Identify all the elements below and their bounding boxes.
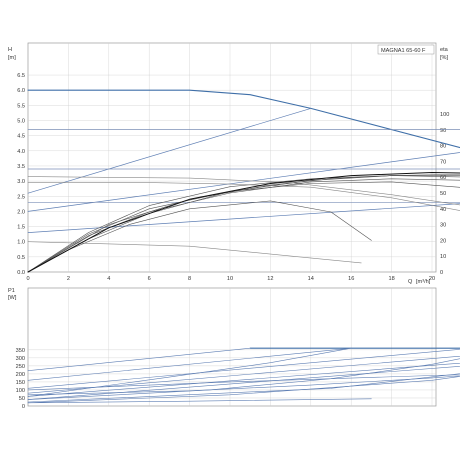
top-ytick-label: 3.0 [17,179,25,185]
title-box [377,44,435,55]
bottom-series-line [27,347,352,381]
bottom-series-line [27,374,460,391]
bottom-series-line [27,376,460,404]
x-axis-unit: [m³/h] [416,279,431,285]
bottom-series-line [27,365,460,400]
top-ytick-label: 5.0 [17,119,25,125]
eta-tick-label: 60 [440,175,446,181]
top-yunit: [m] [8,55,16,61]
bottom-ytick-label: 0 [22,404,25,410]
bottom-series-line [27,375,460,396]
top-xtick-label: 12 [267,276,273,282]
eta-label: eta [440,47,449,53]
top-ytick-label: 0.0 [17,270,25,276]
top-series-line [27,172,460,273]
top-series-line [27,175,460,273]
eta-tick-label: 30 [440,223,446,229]
bottom-ytick-label: 150 [16,380,25,386]
bottom-ytick-label: 100 [16,388,25,394]
top-series-line [27,203,460,233]
top-ytick-label: 5.5 [17,103,25,109]
top-xtick-label: 0 [26,276,29,282]
bottom-series-line [27,347,251,372]
top-xtick-label: 2 [67,276,70,282]
top-ytick-label: 4.0 [17,149,25,155]
eta-tick-label: 50 [440,191,446,197]
eta-tick-label: 40 [440,207,446,213]
bottom-series-line [27,349,460,389]
top-ytick-label: 2.0 [17,209,25,215]
bottom-yunit: [W] [8,295,17,301]
bottom-ytick-label: 200 [16,372,25,378]
eta-tick-label: 80 [440,144,446,150]
bottom-series-line [27,347,352,397]
top-series-line [27,89,460,149]
top-ylabel: H [8,47,12,53]
eta-tick-label: 70 [440,159,446,165]
bottom-ytick-label: 350 [16,348,25,354]
bottom-plot-frame [27,287,437,407]
eta-unit: [%] [440,55,449,61]
top-ytick-label: 1.5 [17,225,25,231]
top-xtick-label: 4 [107,276,110,282]
bottom-series-line [27,398,372,404]
top-ytick-label: 6.0 [17,88,25,94]
top-ytick-label: 3.5 [17,164,25,170]
top-xtick-label: 6 [148,276,151,282]
top-ytick-label: 2.5 [17,194,25,200]
bottom-series-line [27,355,460,394]
chart-title: MAGNA1 65-60 F [381,48,426,54]
top-xtick-label: 20 [429,276,435,282]
top-series-line [27,176,460,206]
top-ytick-label: 0.5 [17,255,25,261]
top-series-line [27,175,460,273]
eta-tick-label: 100 [440,112,449,118]
top-ytick-label: 1.0 [17,240,25,246]
bottom-ytick-label: 300 [16,356,25,362]
eta-tick-label: 10 [440,254,446,260]
top-ytick-label: 6.5 [17,73,25,79]
top-xtick-label: 8 [188,276,191,282]
top-series-line [27,182,460,211]
top-series-line [27,178,460,273]
top-ytick-label: 4.5 [17,134,25,140]
eta-tick-label: 20 [440,238,446,244]
top-plot-frame [27,42,437,273]
x-axis-label: Q [408,279,413,285]
bottom-series-line [27,362,460,397]
top-xtick-label: 16 [348,276,354,282]
top-xtick-label: 10 [227,276,233,282]
bottom-ytick-label: 250 [16,364,25,370]
top-xtick-label: 14 [308,276,314,282]
eta-tick-label: 90 [440,128,446,134]
bottom-series-line [27,373,460,403]
bottom-ylabel: P1 [8,288,15,294]
eta-tick-label: 0 [440,270,443,276]
top-series-line [27,108,312,194]
bottom-ytick-label: 50 [19,396,25,402]
top-series-line [27,241,362,264]
top-xtick-label: 18 [388,276,394,282]
